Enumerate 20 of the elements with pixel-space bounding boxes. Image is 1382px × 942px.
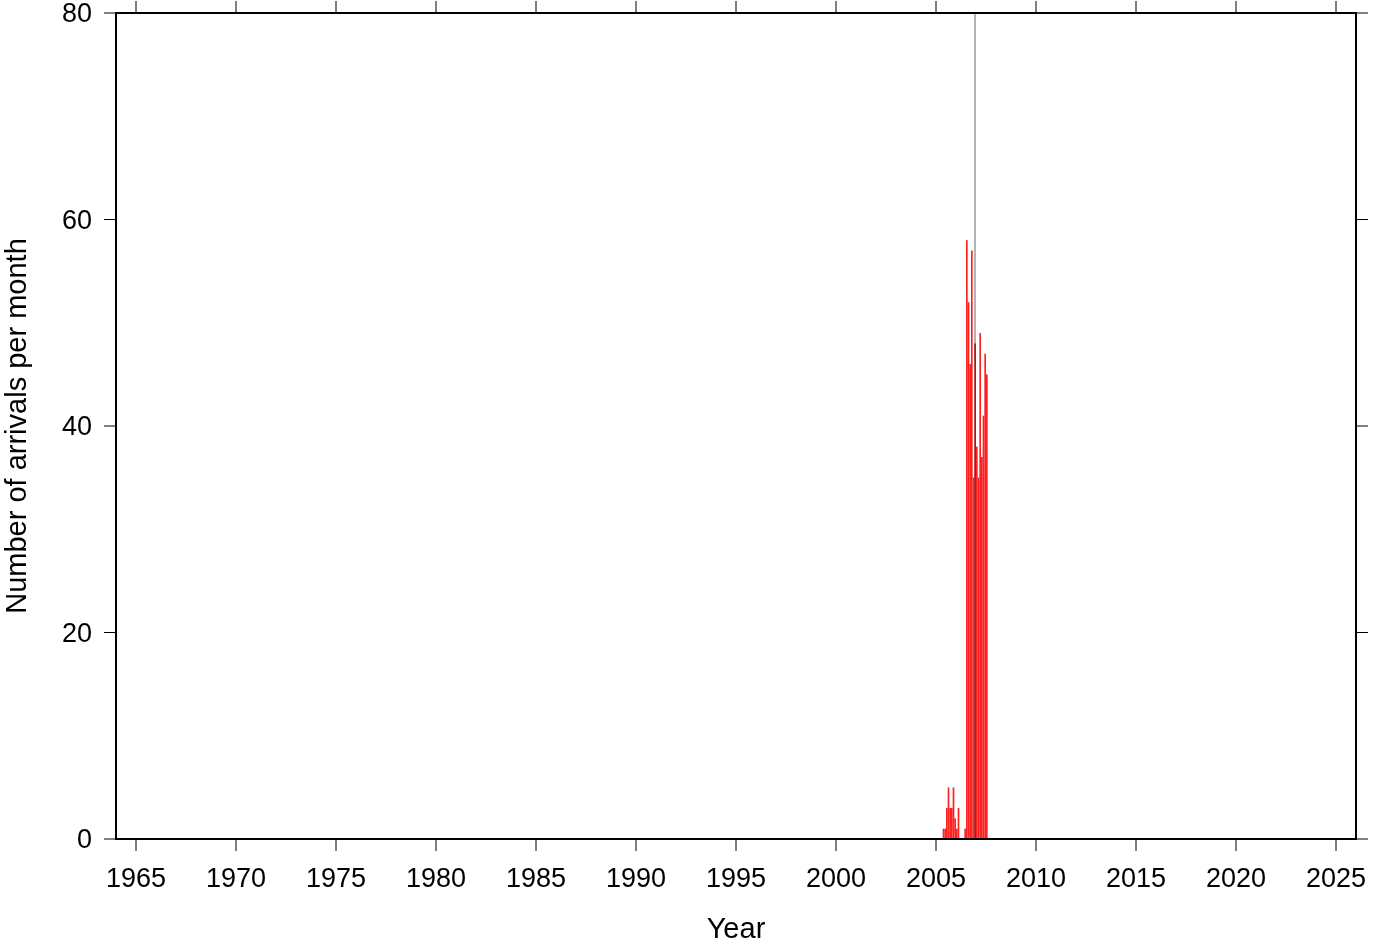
x-tick-label: 1995 bbox=[705, 863, 767, 893]
x-tick-label: 1965 bbox=[105, 863, 167, 893]
y-tick-label: 60 bbox=[61, 204, 92, 235]
y-axis-title: Number of arrivals per month bbox=[0, 238, 32, 614]
x-tick-label: 2015 bbox=[1105, 863, 1167, 893]
y-tick-label: 0 bbox=[76, 824, 92, 855]
x-tick-label: 1990 bbox=[605, 863, 667, 893]
x-tick-label: 1975 bbox=[305, 863, 367, 893]
y-tick-label: 40 bbox=[61, 411, 92, 442]
x-axis-title: Year bbox=[706, 912, 766, 942]
y-tick-label: 20 bbox=[61, 617, 92, 648]
x-tick-label: 2000 bbox=[805, 863, 867, 893]
x-tick-label: 2020 bbox=[1205, 863, 1267, 893]
x-tick-label: 1985 bbox=[505, 863, 567, 893]
x-tick-label: 2025 bbox=[1305, 863, 1367, 893]
x-tick-label: 2010 bbox=[1005, 863, 1067, 893]
y-tick-label: 80 bbox=[61, 0, 92, 29]
x-tick-label: 1980 bbox=[405, 863, 467, 893]
x-tick-label: 2005 bbox=[905, 863, 967, 893]
x-tick-label: 1970 bbox=[205, 863, 267, 893]
